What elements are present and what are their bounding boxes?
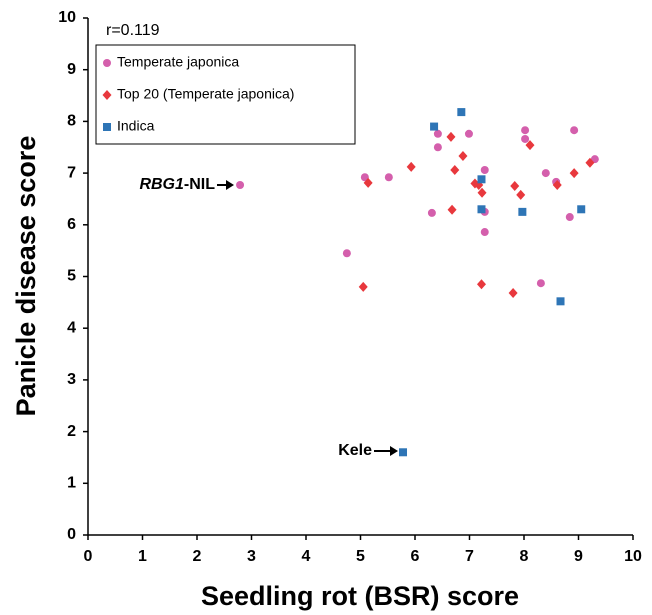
annotation-part: -NIL	[184, 176, 215, 193]
point	[516, 189, 526, 200]
x-tick-label: 5	[356, 548, 365, 565]
point	[342, 249, 351, 258]
y-tick-label: 8	[67, 113, 76, 130]
x-tick-label: 8	[520, 548, 529, 565]
point	[477, 175, 486, 184]
point	[427, 208, 436, 217]
y-tick-label: 5	[67, 268, 76, 285]
legend-label: Temperate japonica	[117, 54, 239, 70]
legend-marker	[103, 123, 111, 131]
point	[363, 177, 373, 188]
arrow-head	[390, 446, 398, 456]
x-tick-label: 1	[138, 548, 147, 565]
annotation: RBG1-NIL	[139, 176, 215, 193]
point	[430, 122, 439, 131]
y-tick-label: 7	[67, 164, 76, 181]
legend-marker	[102, 90, 112, 100]
point	[565, 213, 574, 222]
x-tick-label: 10	[624, 548, 642, 565]
point	[480, 165, 489, 174]
y-tick-label: 10	[58, 9, 76, 26]
x-tick-label: 9	[574, 548, 583, 565]
y-tick-label: 4	[67, 319, 76, 336]
point	[458, 151, 468, 162]
x-tick-label: 7	[465, 548, 474, 565]
point	[521, 134, 530, 143]
point	[358, 281, 368, 292]
point	[556, 297, 565, 306]
point	[480, 228, 489, 237]
annotation-part: RBG1	[139, 176, 184, 193]
x-tick-label: 4	[302, 548, 311, 565]
point	[446, 131, 456, 142]
annotation: r=0.119	[106, 22, 160, 39]
point	[476, 279, 486, 290]
point	[577, 205, 586, 214]
point	[541, 169, 550, 178]
point	[508, 288, 518, 299]
y-tick-label: 9	[67, 61, 76, 78]
point	[510, 181, 520, 192]
y-tick-label: 1	[67, 475, 76, 492]
point	[525, 140, 535, 151]
y-tick-label: 2	[67, 423, 76, 440]
annotation: Kele	[338, 442, 372, 459]
point	[457, 108, 466, 117]
y-tick-label: 3	[67, 371, 76, 388]
point	[536, 279, 545, 288]
legend-label: Indica	[117, 118, 155, 134]
arrow-head	[226, 180, 234, 190]
point	[552, 179, 562, 190]
legend-marker	[103, 59, 111, 67]
x-tick-label: 6	[411, 548, 420, 565]
x-axis-label: Seedling rot (BSR) score	[201, 581, 519, 611]
point	[570, 126, 579, 135]
point	[384, 173, 393, 182]
point	[518, 207, 527, 216]
y-axis-label: Panicle disease score	[11, 136, 41, 417]
point	[464, 129, 473, 138]
point	[569, 168, 579, 179]
point	[399, 448, 408, 457]
point	[236, 180, 245, 189]
x-tick-label: 3	[247, 548, 256, 565]
legend-box	[95, 44, 356, 145]
y-tick-label: 0	[67, 526, 76, 543]
point	[477, 187, 487, 198]
y-tick-label: 6	[67, 216, 76, 233]
point	[477, 205, 486, 214]
point	[406, 161, 416, 172]
point	[360, 173, 369, 182]
x-tick-label: 0	[84, 548, 93, 565]
point	[521, 126, 530, 135]
x-tick-label: 2	[193, 548, 202, 565]
point	[447, 204, 457, 215]
point	[433, 143, 442, 152]
legend-label: Top 20 (Temperate japonica)	[117, 86, 294, 102]
point	[450, 164, 460, 175]
point	[585, 157, 595, 168]
point	[433, 129, 442, 138]
